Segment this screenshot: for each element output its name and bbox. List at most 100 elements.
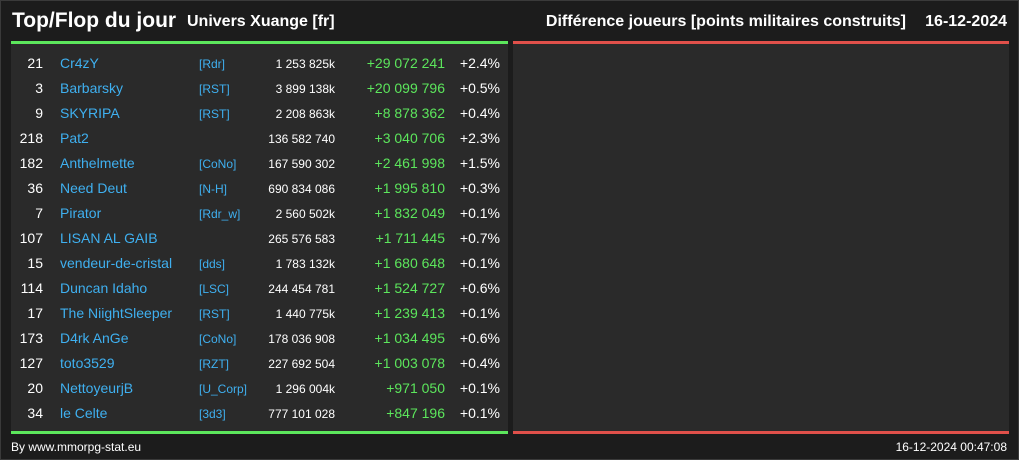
percent-change: +0.5% (459, 80, 500, 96)
table-row: 36 Need Deut [N-H] 690 834 086 +1 995 810 +0.… (11, 176, 508, 201)
header: Top/Flop du jour Univers Xuange [fr] Dif… (1, 1, 1018, 41)
percent-change: +2.4% (459, 55, 500, 71)
top-panel: 21 Cr4zY [Rdr] 1 253 825k +29 072 241 +2.4% 3 B… (11, 41, 508, 434)
alliance-tag-link[interactable]: [dds] (199, 257, 226, 271)
player-name-link[interactable]: Duncan Idaho (60, 280, 148, 296)
points-difference: +1 680 648 (374, 255, 445, 271)
points-difference: +1 003 078 (374, 355, 445, 371)
player-rank: 15 (27, 255, 43, 271)
player-name-link[interactable]: le Celte (60, 405, 108, 421)
player-total-points: 2 208 863k (275, 107, 335, 121)
player-total-points: 167 590 302 (268, 157, 335, 171)
player-name-link[interactable]: Barbarsky (60, 80, 124, 96)
player-total-points: 136 582 740 (268, 132, 335, 146)
percent-change: +0.1% (459, 380, 500, 396)
percent-change: +0.4% (459, 355, 500, 371)
table-row: 107 LISAN AL GAIB 265 576 583 +1 711 445 +0.… (11, 226, 508, 251)
points-difference: +3 040 706 (374, 130, 445, 146)
points-difference: +1 995 810 (374, 180, 445, 196)
alliance-tag-link[interactable]: [Rdr] (199, 57, 226, 71)
player-total-points: 178 036 908 (268, 332, 335, 346)
player-name-link[interactable]: D4rk AnGe (60, 330, 129, 346)
alliance-tag-link[interactable]: [U_Corp] (199, 382, 248, 396)
player-rank: 3 (35, 80, 43, 96)
points-difference: +8 878 362 (374, 105, 445, 121)
table-row: 34 le Celte [3d3] 777 101 028 +847 196 +0.1% (11, 401, 508, 426)
metric-label: Différence joueurs [points militaires co… (545, 13, 906, 30)
table-row: 182 Anthelmette [CoNo] 167 590 302 +2 461 99… (11, 151, 508, 176)
percent-change: +0.1% (459, 405, 500, 421)
percent-change: +0.1% (459, 305, 500, 321)
alliance-tag-link[interactable]: [CoNo] (199, 157, 237, 171)
table-row: 7 Pirator [Rdr_w] 2 560 502k +1 832 049 +0.1% (11, 201, 508, 226)
player-name-link[interactable]: Pat2 (60, 130, 89, 146)
player-rank: 9 (35, 105, 43, 121)
table-row: 21 Cr4zY [Rdr] 1 253 825k +29 072 241 +2.4% (11, 51, 508, 76)
player-total-points: 777 101 028 (268, 407, 335, 421)
player-total-points: 1 253 825k (275, 57, 335, 71)
alliance-tag-link[interactable]: [RST] (199, 307, 230, 321)
player-total-points: 244 454 781 (268, 282, 335, 296)
player-total-points: 227 692 504 (268, 357, 335, 371)
table-row: 20 NettoyeurjB [U_Corp] 1 296 004k +971 050 +… (11, 376, 508, 401)
universe-label: Univers Xuange [fr] (187, 13, 335, 30)
table-row: 3 Barbarsky [RST] 3 899 138k +20 099 796 +0.5… (11, 76, 508, 101)
player-rank: 7 (35, 205, 43, 221)
player-rank: 218 (19, 130, 43, 146)
table-row: 218 Pat2 136 582 740 +3 040 706 +2.3% (11, 126, 508, 151)
table-row: 17 The NiightSleeper [RST] 1 440 775k +1 239… (11, 301, 508, 326)
player-total-points: 690 834 086 (268, 182, 335, 196)
player-name-link[interactable]: The NiightSleeper (60, 305, 173, 321)
player-rank: 21 (27, 55, 43, 71)
player-total-points: 1 783 132k (275, 257, 335, 271)
table-row: 173 D4rk AnGe [CoNo] 178 036 908 +1 034 495 +… (11, 326, 508, 351)
points-difference: +2 461 998 (374, 155, 445, 171)
table-row: 9 SKYRIPA [RST] 2 208 863k +8 878 362 +0.4% (11, 101, 508, 126)
points-difference: +1 239 413 (374, 305, 445, 321)
alliance-tag-link[interactable]: [Rdr_w] (199, 207, 241, 221)
player-name-link[interactable]: SKYRIPA (60, 105, 120, 121)
player-rank: 34 (27, 405, 43, 421)
points-difference: +1 711 445 (375, 230, 445, 246)
player-rank: 114 (20, 280, 43, 296)
alliance-tag-link[interactable]: [RST] (199, 82, 230, 96)
player-name-link[interactable]: LISAN AL GAIB (60, 230, 158, 246)
percent-change: +0.4% (459, 105, 500, 121)
player-name-link[interactable]: toto3529 (60, 355, 115, 371)
player-total-points: 3 899 138k (275, 82, 335, 96)
flop-panel (513, 41, 1009, 434)
points-difference: +1 034 495 (374, 330, 445, 346)
table-row: 127 toto3529 [RZT] 227 692 504 +1 003 078 +0.… (11, 351, 508, 376)
alliance-tag-link[interactable]: [RZT] (199, 357, 229, 371)
percent-change: +0.6% (459, 330, 500, 346)
player-rank: 182 (19, 155, 43, 171)
alliance-tag-link[interactable]: [N-H] (199, 182, 227, 196)
alliance-tag-link[interactable]: [CoNo] (199, 332, 237, 346)
points-difference: +1 524 727 (374, 280, 445, 296)
alliance-tag-link[interactable]: [3d3] (199, 407, 226, 421)
player-name-link[interactable]: vendeur-de-cristal (60, 255, 173, 271)
percent-change: +0.7% (459, 230, 500, 246)
percent-change: +0.3% (459, 180, 500, 196)
alliance-tag-link[interactable]: [RST] (199, 107, 230, 121)
points-difference: +847 196 (386, 405, 445, 421)
player-name-link[interactable]: Pirator (60, 205, 102, 221)
player-rank: 17 (27, 305, 43, 321)
player-rank: 107 (19, 230, 43, 246)
player-rank: 20 (27, 380, 43, 396)
player-total-points: 2 560 502k (275, 207, 335, 221)
player-name-link[interactable]: Need Deut (60, 180, 127, 196)
table-row: 114 Duncan Idaho [LSC] 244 454 781 +1 524 72… (11, 276, 508, 301)
player-rank: 127 (19, 355, 43, 371)
percent-change: +2.3% (459, 130, 500, 146)
points-difference: +971 050 (386, 380, 445, 396)
table-row: 15 vendeur-de-cristal [dds] 1 783 132k +1 68… (11, 251, 508, 276)
percent-change: +1.5% (459, 155, 500, 171)
player-name-link[interactable]: Cr4zY (60, 55, 99, 71)
player-rank: 36 (27, 180, 43, 196)
alliance-tag-link[interactable]: [LSC] (199, 282, 230, 296)
player-total-points: 1 440 775k (275, 307, 335, 321)
player-name-link[interactable]: NettoyeurjB (60, 380, 134, 396)
player-name-link[interactable]: Anthelmette (60, 155, 135, 171)
points-difference: +20 099 796 (366, 80, 445, 96)
